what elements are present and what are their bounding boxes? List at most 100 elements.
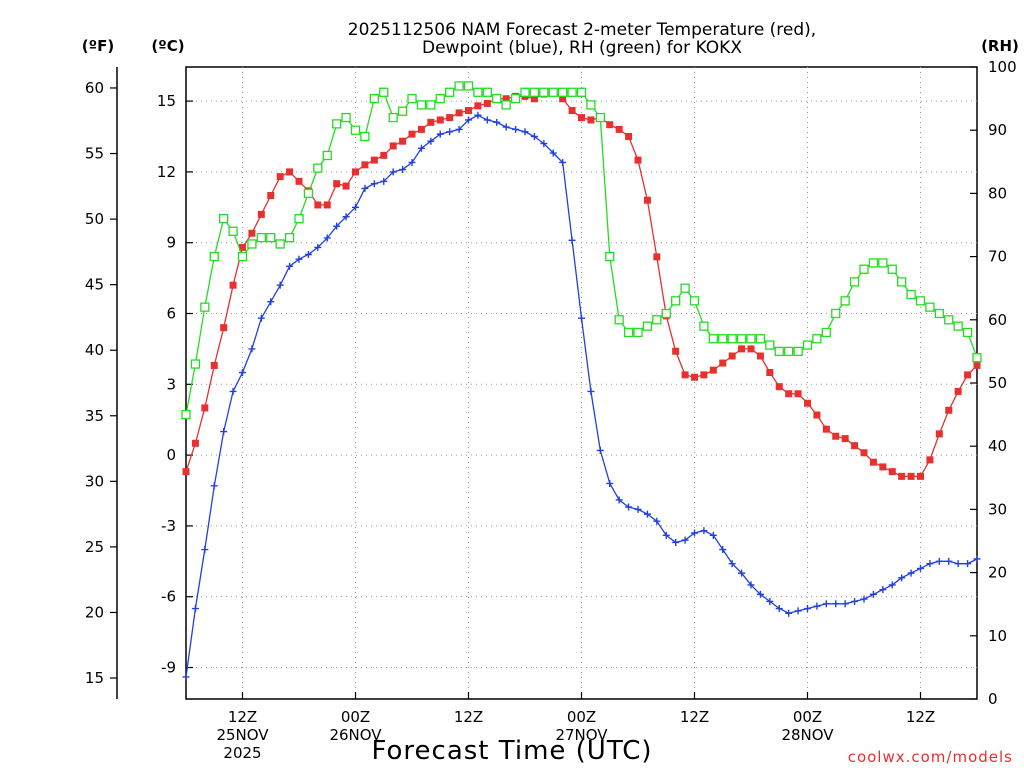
rh-point [388, 112, 398, 123]
rh-point [934, 308, 944, 319]
temperature-point [794, 390, 802, 398]
rh-point [878, 258, 888, 268]
dewpoint-point [860, 595, 868, 603]
dewpoint-point [399, 166, 407, 174]
dewpoint-point [295, 255, 303, 263]
temperature-point [945, 406, 953, 414]
dewpoint-point [596, 446, 604, 454]
dewpoint-point [738, 569, 746, 577]
dewpoint-point [239, 369, 246, 377]
dewpoint-point [380, 177, 388, 185]
temperature-point [201, 404, 209, 412]
time-tick-label: 00Z [567, 708, 596, 726]
time-tick-label: 12Z [228, 708, 257, 726]
source-credit: coolwx.com/models [848, 748, 1013, 766]
dewpoint-point [276, 281, 284, 289]
celsius-tick-label: -9 [161, 659, 176, 677]
dewpoint-point [766, 597, 774, 605]
rh-point [228, 226, 238, 236]
rh-point [746, 334, 756, 344]
rh-point [209, 251, 219, 262]
rh-point [868, 258, 879, 268]
temperature-point [248, 229, 256, 237]
rh-point [925, 302, 935, 312]
dewpoint-point [314, 243, 322, 251]
temperature-point [276, 173, 284, 181]
rh-point [369, 93, 379, 104]
chart-title-line-2: Dewpoint (blue), RH (green) for KOKX [422, 38, 742, 58]
temperature-point [832, 432, 840, 440]
time-tick-label: 00Z [793, 708, 822, 726]
rh-point [473, 87, 483, 97]
rh-point [859, 264, 869, 274]
dewpoint-point [502, 123, 510, 131]
dewpoint-point [578, 314, 585, 322]
dewpoint-point [352, 203, 359, 211]
temperature-point [643, 196, 651, 204]
rh-point [642, 321, 653, 331]
temperature-point [436, 116, 444, 124]
temperature-point [314, 201, 322, 209]
rh-tick-label: 60 [988, 311, 1007, 329]
dewpoint-point [794, 607, 802, 615]
rh-point [727, 334, 737, 344]
dewpoint-point [436, 130, 444, 138]
time-tick-label: 27NOV [555, 726, 608, 744]
temperature-point [681, 371, 689, 379]
time-tick-label: 2025 [223, 744, 261, 762]
rh-point [915, 296, 926, 306]
dewpoint-point [728, 560, 736, 568]
rh-point [529, 87, 540, 97]
rh-point [605, 251, 615, 262]
temperature-point [898, 472, 906, 480]
temperature-point [267, 191, 275, 199]
rh-point [548, 87, 558, 97]
dewpoint-point [973, 555, 981, 563]
time-tick-label: 25NOV [216, 726, 269, 744]
rh-point [482, 87, 492, 97]
dewpoint-point [804, 605, 811, 613]
rh-axis: 0 10 20 30 40 50 60 70 80 90 100 [970, 58, 1017, 708]
rh-point [294, 214, 304, 224]
rh-point [237, 251, 248, 262]
temperature-point [822, 425, 830, 433]
dewpoint-point [568, 236, 576, 244]
dewpoint-point [521, 128, 529, 136]
dewpoint-point [785, 609, 793, 617]
dewpoint-point [210, 482, 218, 490]
temperature-point [455, 109, 463, 117]
rh-point [266, 232, 276, 243]
dewpoint-point [587, 387, 595, 395]
rh-tick-label: 50 [988, 374, 1007, 392]
dewpoint-point [945, 557, 953, 565]
celsius-tick-label: 15 [157, 92, 176, 110]
temperature-point [191, 439, 199, 447]
fahrenheit-tick-label: 20 [85, 603, 104, 621]
temperature-point [926, 456, 934, 464]
rh-point [812, 334, 822, 344]
celsius-tick-label: 9 [166, 234, 176, 252]
temperature-point [370, 156, 378, 164]
fahrenheit-tick-label: 35 [85, 407, 104, 425]
temperature-point [399, 137, 407, 145]
dewpoint-point [832, 600, 840, 608]
dewpoint-point [465, 116, 472, 124]
dewpoint-point [229, 387, 237, 395]
x-axis-title: Forecast Time (UTC) [371, 736, 652, 766]
temperature-point [474, 102, 482, 110]
rh-tick-label: 40 [988, 437, 1007, 455]
dewpoint-point [643, 510, 651, 518]
fahrenheit-unit-label: (ºF) [82, 37, 114, 55]
rh-point [360, 131, 370, 142]
rh-point [718, 334, 728, 344]
temperature-point [352, 168, 359, 176]
temperature-point [653, 253, 661, 261]
time-tick-label: 26NOV [329, 726, 382, 744]
rh-point [341, 112, 351, 123]
rh-point [463, 81, 474, 91]
temperature-point [615, 125, 623, 133]
dewpoint-point [342, 213, 350, 221]
dewpoint-point [389, 168, 397, 176]
time-tick-label: 28NOV [781, 726, 834, 744]
temperature-point [935, 430, 943, 438]
